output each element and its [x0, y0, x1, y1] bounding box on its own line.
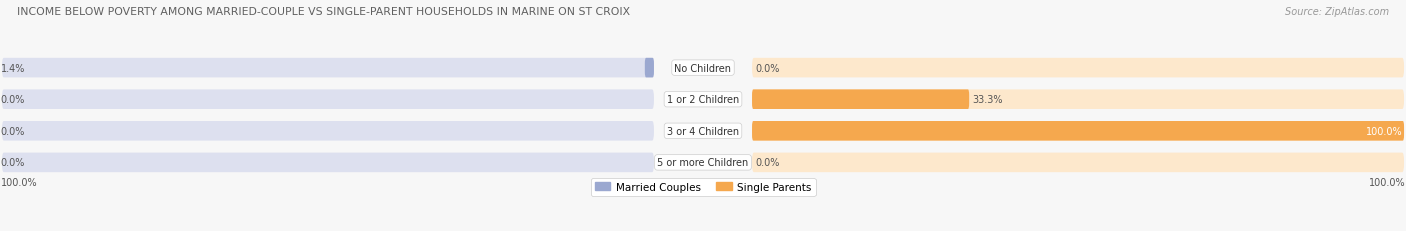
FancyBboxPatch shape [1, 153, 654, 172]
Text: 33.3%: 33.3% [973, 95, 1002, 105]
Text: 0.0%: 0.0% [0, 158, 25, 168]
FancyBboxPatch shape [752, 59, 1405, 78]
FancyBboxPatch shape [645, 59, 654, 78]
Text: INCOME BELOW POVERTY AMONG MARRIED-COUPLE VS SINGLE-PARENT HOUSEHOLDS IN MARINE : INCOME BELOW POVERTY AMONG MARRIED-COUPL… [17, 7, 630, 17]
Text: 0.0%: 0.0% [0, 126, 25, 136]
FancyBboxPatch shape [752, 122, 1405, 141]
Text: No Children: No Children [675, 63, 731, 73]
Text: 3 or 4 Children: 3 or 4 Children [666, 126, 740, 136]
FancyBboxPatch shape [1, 90, 654, 109]
Text: 1 or 2 Children: 1 or 2 Children [666, 95, 740, 105]
Text: 1.4%: 1.4% [0, 63, 25, 73]
Text: 0.0%: 0.0% [0, 95, 25, 105]
FancyBboxPatch shape [752, 153, 1405, 172]
FancyBboxPatch shape [1, 122, 654, 141]
Text: 5 or more Children: 5 or more Children [658, 158, 748, 168]
FancyBboxPatch shape [752, 122, 1405, 141]
FancyBboxPatch shape [752, 90, 1405, 109]
FancyBboxPatch shape [752, 90, 969, 109]
Legend: Married Couples, Single Parents: Married Couples, Single Parents [591, 178, 815, 196]
Text: 100.0%: 100.0% [1368, 177, 1406, 187]
FancyBboxPatch shape [1, 59, 654, 78]
Text: Source: ZipAtlas.com: Source: ZipAtlas.com [1285, 7, 1389, 17]
Text: 0.0%: 0.0% [755, 158, 780, 168]
Text: 100.0%: 100.0% [0, 177, 38, 187]
Text: 100.0%: 100.0% [1367, 126, 1403, 136]
Text: 0.0%: 0.0% [755, 63, 780, 73]
